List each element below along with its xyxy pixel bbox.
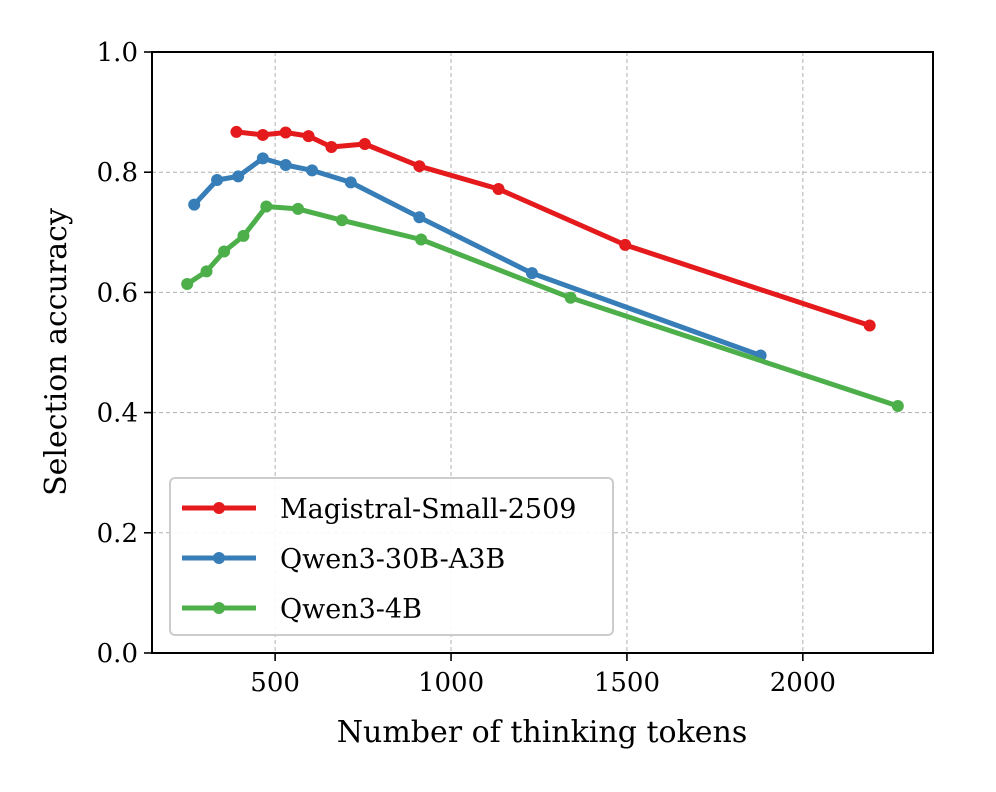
legend-marker <box>213 552 225 564</box>
data-point <box>237 229 250 242</box>
data-point <box>302 130 315 143</box>
x-tick-label: 1500 <box>594 668 660 698</box>
data-point <box>619 238 632 251</box>
data-point <box>256 128 269 141</box>
data-point <box>492 183 505 196</box>
data-point <box>325 140 338 153</box>
data-point <box>306 164 319 177</box>
series-layer <box>181 125 904 412</box>
data-point <box>525 267 538 280</box>
data-point <box>211 174 224 187</box>
legend-box <box>169 477 614 636</box>
data-point <box>891 399 904 412</box>
series-line <box>233 129 873 328</box>
data-point <box>230 125 243 138</box>
y-tick-label: 0.6 <box>97 278 138 308</box>
legend-label: Magistral-Small-2509 <box>280 494 576 525</box>
x-axis-label: Number of thinking tokens <box>337 715 747 750</box>
plot-frame <box>151 51 934 654</box>
x-tick-label: 1000 <box>418 668 484 698</box>
y-tick-label: 1.0 <box>97 38 138 68</box>
data-point <box>344 176 357 189</box>
series-2 <box>181 200 904 412</box>
data-point <box>232 170 245 183</box>
data-point <box>279 158 292 171</box>
data-point <box>260 200 273 213</box>
x-tick-label: 500 <box>250 668 300 698</box>
series-line <box>184 204 901 409</box>
legend-marker <box>213 602 225 614</box>
data-point <box>279 126 292 139</box>
legend-label: Qwen3-30B-A3B <box>280 544 505 575</box>
data-point <box>200 265 213 278</box>
legend: Magistral-Small-2509 Qwen3-30B-A3B Qwen3-4… <box>169 477 614 636</box>
axis-ticks: 500 1000 1500 2000 0.0 0.2 0.4 0.6 0.8 1.0 <box>97 38 836 698</box>
data-point <box>256 152 269 165</box>
series-0 <box>230 125 876 332</box>
data-point <box>358 137 371 150</box>
data-point <box>413 160 426 173</box>
data-point <box>413 211 426 224</box>
data-point <box>863 319 876 332</box>
y-tick-label: 0.0 <box>97 639 138 669</box>
data-point <box>415 233 428 246</box>
y-tick-label: 0.8 <box>97 158 138 188</box>
y-tick-label: 0.4 <box>97 399 138 429</box>
y-tick-label: 0.2 <box>97 519 138 549</box>
x-tick-label: 2000 <box>770 668 836 698</box>
legend-label: Qwen3-4B <box>280 594 422 625</box>
series-line <box>191 155 764 358</box>
series-1 <box>188 152 767 362</box>
data-point <box>218 245 231 258</box>
y-axis-label: Selection accuracy <box>39 208 74 496</box>
data-point <box>181 277 194 290</box>
data-point <box>564 291 577 304</box>
data-point <box>335 214 348 227</box>
legend-marker <box>213 502 225 514</box>
data-point <box>188 198 201 211</box>
data-point <box>291 202 304 215</box>
